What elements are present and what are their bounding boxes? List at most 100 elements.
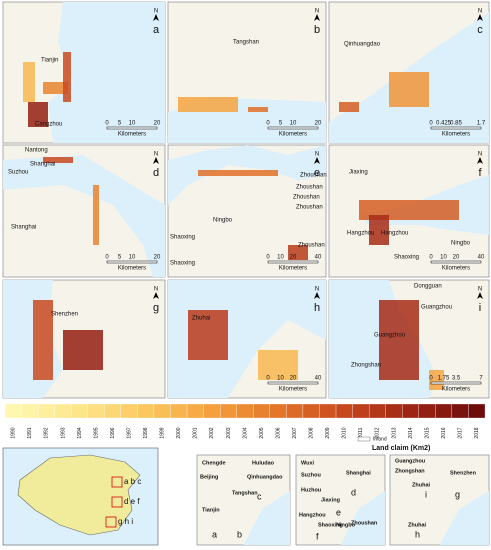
legend-swatch — [385, 403, 403, 419]
legend-year: 2008 — [309, 427, 315, 438]
scale-label: 10 — [440, 255, 447, 261]
legend-year: 2014 — [408, 427, 414, 438]
land-claim — [379, 300, 419, 380]
place-label: Guangzhou — [421, 305, 452, 311]
legend-swatch — [435, 403, 453, 419]
north-label: N — [154, 152, 158, 158]
inset-map: Chengde Huludao Beijing Qinhuangdao Tangshan… — [196, 454, 291, 546]
place-label: Shanghai — [30, 162, 55, 168]
place-label: Shenzhen — [51, 312, 78, 318]
legend-swatch — [71, 403, 88, 419]
scale-label: 0 — [266, 255, 270, 261]
scale-label: 10 — [290, 121, 297, 127]
legend-swatch — [220, 403, 237, 419]
legend-swatch — [137, 403, 155, 419]
inset-place: Chengde — [202, 460, 226, 466]
inset-letter: i — [425, 489, 427, 499]
place-label: Cangzhou — [35, 122, 62, 128]
sea — [168, 280, 326, 398]
scale-label: 0 — [266, 121, 270, 127]
scale-label: 0 — [266, 376, 270, 382]
place-label: Zhoushan — [293, 195, 320, 201]
scale-label: 20 — [315, 121, 322, 127]
inset-sea — [243, 491, 290, 545]
panel-letter: e — [314, 167, 320, 179]
inset-place: Ningbo — [336, 522, 356, 528]
legend-title: Land claim (Km2) — [372, 445, 430, 452]
scale-label: 40 — [478, 255, 485, 261]
place-label: Zhongshan — [351, 363, 381, 369]
sea — [168, 145, 326, 205]
scale-label: 5 — [118, 255, 122, 261]
inset-place: Tangshan — [232, 490, 258, 496]
inset-place: Huzhou — [301, 487, 321, 493]
legend-swatch — [418, 403, 436, 419]
land-claim — [28, 102, 48, 127]
land-claim — [198, 170, 278, 176]
land-claim — [178, 97, 238, 112]
place-label: Shaoxing — [394, 255, 419, 261]
legend-year: 2017 — [458, 427, 464, 438]
place-label: Tianjin — [41, 58, 58, 64]
scale-label: 20 — [290, 376, 297, 382]
scale-label: 0 — [105, 121, 109, 127]
scale-label: 10 — [277, 376, 284, 382]
place-label: Shaoxing — [170, 261, 195, 267]
scale-bar — [430, 260, 482, 264]
inset-letter: e — [336, 507, 341, 517]
scale-label: 0 — [429, 121, 433, 127]
map-panel: Jiaxing Hangzhou Hangzhou Shaoxing Ningbo Nf 0… — [328, 144, 490, 278]
north-label: N — [315, 9, 319, 15]
scale-bar — [267, 126, 319, 130]
legend-swatch — [21, 403, 39, 419]
legend-swatch — [368, 403, 386, 419]
inset-letter: b — [237, 529, 242, 539]
legend-year: 1999 — [160, 427, 166, 438]
inset-place: Zhuhai — [412, 482, 430, 488]
region-group: a b c — [124, 477, 141, 486]
scale-unit: Kilometers — [118, 132, 146, 138]
land-claim — [389, 72, 429, 107]
inset-letter: c — [257, 491, 262, 501]
scale-label: 7 — [479, 376, 483, 382]
land-claim — [258, 350, 298, 380]
legend-year: 2003 — [226, 427, 232, 438]
scale-unit: Kilometers — [279, 387, 307, 393]
legend-year: 1991 — [27, 427, 33, 438]
inset-place: Hangzhou — [299, 512, 326, 518]
inset-sea — [439, 491, 489, 545]
scale-label: 20 — [453, 255, 460, 261]
inset-place: Zhoushan — [351, 520, 378, 526]
land-claim — [188, 310, 228, 360]
north-arrow — [314, 157, 320, 164]
inset-place: Huludao — [252, 460, 275, 466]
inset-place: Tianjin — [202, 507, 220, 513]
place-label: Nantong — [25, 148, 48, 154]
north-arrow — [477, 157, 483, 164]
panel-letter: d — [153, 167, 159, 179]
legend-swatch — [104, 403, 122, 419]
scale-bar — [267, 260, 319, 264]
scale-label: 0 — [429, 255, 433, 261]
legend-year: 1993 — [60, 427, 66, 438]
panel-letter: b — [314, 24, 320, 36]
legend-swatch — [451, 403, 469, 419]
sea — [3, 155, 165, 277]
legend-year: 2011 — [358, 427, 364, 438]
scale-label: 10 — [277, 255, 284, 261]
land-claim — [339, 102, 359, 112]
scale-label: 40 — [315, 255, 322, 261]
panel-letter: i — [479, 302, 481, 314]
legend-year: 1998 — [143, 427, 149, 438]
scale-unit: Kilometers — [442, 132, 470, 138]
land-claim — [429, 370, 444, 390]
legend-year: 2010 — [342, 427, 348, 438]
study-box — [105, 516, 117, 528]
north-arrow — [314, 292, 320, 299]
legend-swatch — [120, 403, 138, 419]
legend-swatch — [54, 403, 72, 419]
legend-year: 1990 — [11, 427, 17, 438]
inset-place: Suzhou — [301, 472, 321, 478]
